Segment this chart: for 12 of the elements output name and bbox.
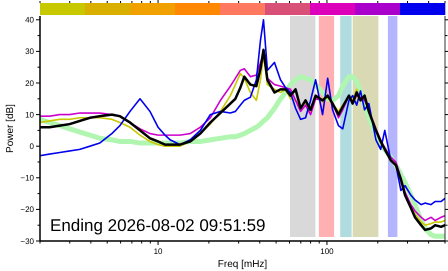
y-tick-label: −20: [20, 205, 35, 214]
y-tick-label: −30: [20, 236, 35, 246]
y-tick-label: −10: [20, 174, 35, 183]
x-axis-title: Freq [mHz]: [218, 259, 268, 270]
y-tick-label: 30: [25, 47, 35, 56]
y-tick-label: 40: [25, 16, 35, 25]
y-axis-title: Power [dB]: [5, 104, 16, 153]
y-tick-label: 10: [25, 110, 35, 120]
y-tick-label: 0: [30, 142, 35, 151]
y-tick-label: 20: [25, 78, 35, 88]
x-tick-label: 100: [320, 247, 334, 256]
annotation: Ending 2026-08-02 09:51:59: [50, 216, 266, 235]
